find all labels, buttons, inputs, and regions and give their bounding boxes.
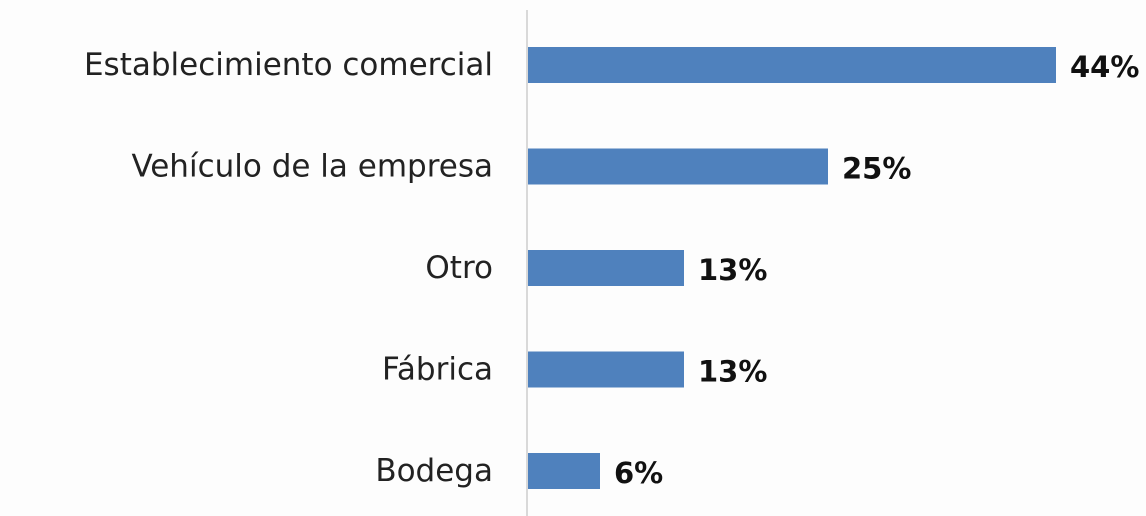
bar [528,453,600,489]
value-label: 25% [842,152,911,186]
value-label: 6% [614,456,663,490]
category-label: Establecimiento comercial [84,47,493,83]
bar [528,47,1056,83]
bar [528,250,684,286]
value-label: 13% [698,355,767,389]
category-label: Fábrica [382,352,493,388]
value-label: 13% [698,253,767,287]
value-label: 44% [1070,50,1139,84]
bar [528,351,684,388]
category-label: Vehículo de la empresa [131,149,493,185]
bar [528,148,828,185]
category-label: Bodega [375,453,493,489]
category-label: Otro [425,250,493,286]
